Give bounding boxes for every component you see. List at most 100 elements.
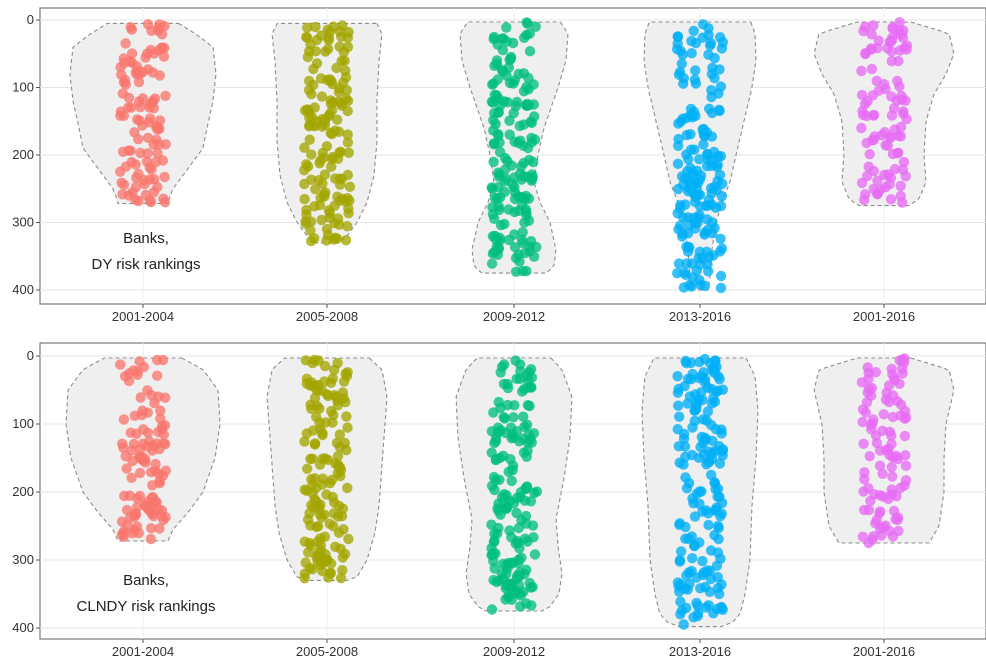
data-point bbox=[690, 110, 701, 122]
data-point bbox=[332, 114, 343, 125]
data-point bbox=[712, 159, 723, 170]
data-point bbox=[714, 374, 725, 385]
data-point bbox=[527, 581, 538, 593]
data-point bbox=[145, 467, 157, 478]
data-point bbox=[150, 458, 161, 470]
data-point bbox=[342, 422, 353, 433]
data-point bbox=[681, 241, 692, 252]
data-point bbox=[308, 79, 319, 91]
data-point bbox=[124, 490, 135, 501]
data-point bbox=[337, 193, 348, 205]
data-point bbox=[503, 578, 515, 590]
data-point bbox=[137, 405, 148, 416]
data-point bbox=[509, 136, 520, 147]
data-point bbox=[306, 235, 317, 247]
data-point bbox=[894, 355, 905, 366]
data-point bbox=[900, 171, 911, 182]
data-point bbox=[519, 383, 530, 395]
data-point bbox=[716, 602, 727, 614]
data-point bbox=[528, 532, 539, 543]
data-point bbox=[498, 450, 509, 461]
data-point bbox=[336, 55, 347, 67]
data-point bbox=[518, 86, 530, 97]
data-point bbox=[149, 93, 161, 104]
data-point bbox=[126, 48, 138, 59]
data-point bbox=[148, 510, 159, 522]
data-point bbox=[123, 190, 134, 201]
data-point bbox=[334, 429, 345, 440]
data-point bbox=[315, 73, 327, 84]
data-point bbox=[700, 505, 712, 516]
data-point bbox=[155, 405, 166, 416]
data-point bbox=[512, 570, 523, 581]
data-point bbox=[892, 148, 903, 159]
data-point bbox=[875, 184, 886, 195]
data-point bbox=[700, 434, 712, 445]
y-tick-label: 0 bbox=[27, 12, 34, 27]
data-point bbox=[142, 19, 154, 30]
data-point bbox=[898, 106, 909, 117]
data-point bbox=[887, 369, 898, 380]
chart-panel-1: 0 100 200 300 400 2001-2004 2005-2008 2009-2012… bbox=[12, 7, 986, 324]
data-point bbox=[302, 463, 313, 474]
data-point bbox=[715, 200, 727, 212]
x-tick-label: 2005-2008 bbox=[296, 644, 358, 659]
y-tick-label: 300 bbox=[12, 215, 34, 230]
data-point bbox=[681, 483, 693, 494]
data-point bbox=[309, 473, 320, 484]
data-point bbox=[144, 174, 155, 185]
data-point bbox=[873, 35, 884, 46]
data-point bbox=[134, 490, 146, 502]
data-point bbox=[856, 65, 867, 77]
data-point bbox=[332, 357, 343, 369]
data-point bbox=[899, 430, 911, 442]
data-point bbox=[529, 134, 541, 145]
data-point bbox=[508, 78, 519, 89]
data-point bbox=[148, 139, 159, 150]
data-point bbox=[299, 568, 310, 579]
data-point bbox=[299, 193, 310, 205]
data-point bbox=[126, 472, 137, 483]
data-point bbox=[502, 378, 513, 390]
data-point bbox=[529, 487, 540, 499]
data-point bbox=[131, 521, 143, 532]
data-point bbox=[334, 173, 346, 184]
y-tick-label: 0 bbox=[27, 348, 34, 363]
data-point bbox=[334, 441, 346, 453]
data-point bbox=[884, 426, 895, 437]
data-point bbox=[302, 51, 314, 63]
data-point bbox=[489, 213, 500, 224]
data-point bbox=[308, 425, 319, 436]
data-point bbox=[697, 555, 708, 567]
data-point bbox=[519, 217, 530, 228]
data-point bbox=[299, 178, 310, 190]
data-point bbox=[325, 558, 337, 569]
data-point bbox=[688, 498, 699, 509]
data-point bbox=[337, 503, 349, 514]
data-point bbox=[487, 231, 499, 242]
data-point bbox=[687, 272, 698, 283]
data-point bbox=[509, 181, 520, 193]
data-point bbox=[871, 514, 882, 526]
data-point bbox=[522, 375, 534, 386]
data-point bbox=[703, 49, 714, 60]
data-point bbox=[881, 387, 892, 398]
data-point bbox=[866, 29, 877, 40]
data-point bbox=[886, 35, 898, 46]
data-point bbox=[694, 537, 705, 548]
data-point bbox=[672, 387, 684, 398]
data-point bbox=[716, 424, 727, 435]
data-point bbox=[335, 573, 347, 584]
data-point bbox=[883, 396, 895, 408]
data-point bbox=[714, 32, 726, 43]
data-point bbox=[717, 384, 729, 395]
data-point bbox=[144, 113, 156, 124]
data-point bbox=[700, 602, 712, 613]
y-tick-label: 100 bbox=[12, 80, 34, 95]
data-point bbox=[678, 619, 689, 630]
data-point bbox=[866, 63, 878, 75]
data-point bbox=[675, 596, 686, 607]
data-point bbox=[316, 91, 328, 102]
data-point bbox=[490, 435, 502, 447]
data-point bbox=[156, 42, 168, 53]
